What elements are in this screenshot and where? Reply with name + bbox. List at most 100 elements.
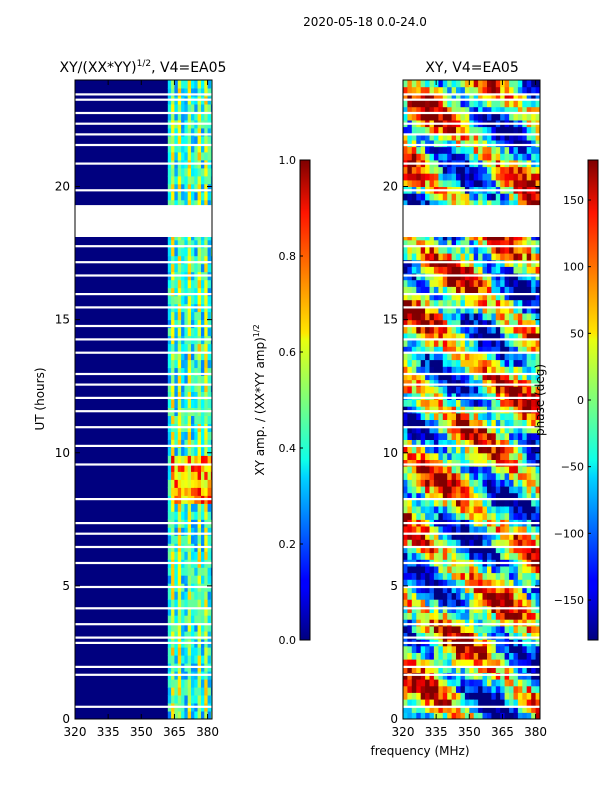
amplitude-cell bbox=[174, 127, 179, 137]
amplitude-cell bbox=[177, 599, 182, 608]
amplitude-cell bbox=[197, 655, 202, 664]
amplitude-cell bbox=[197, 167, 202, 177]
phase-cell bbox=[416, 139, 422, 148]
phase-cell bbox=[407, 652, 413, 660]
amplitude-cell bbox=[204, 311, 209, 321]
phase-cell bbox=[495, 446, 501, 454]
amplitude-cell bbox=[197, 399, 202, 408]
phase-cell bbox=[531, 399, 537, 407]
phase-cell bbox=[420, 612, 426, 620]
phase-cell bbox=[491, 665, 497, 673]
phase-cell bbox=[451, 486, 457, 494]
phase-cell bbox=[509, 446, 514, 454]
phase-cell bbox=[442, 412, 448, 420]
phase-cell bbox=[478, 412, 483, 420]
phase-cell bbox=[460, 532, 466, 540]
phase-cell bbox=[535, 599, 540, 607]
amplitude-cell bbox=[201, 111, 205, 121]
phase-cell bbox=[460, 412, 466, 420]
phase-cell bbox=[504, 113, 510, 121]
phase-cell bbox=[487, 246, 492, 254]
phase-cell bbox=[487, 679, 492, 687]
amplitude-cell bbox=[204, 527, 209, 536]
phase-cell bbox=[491, 133, 497, 141]
phase-cell bbox=[416, 499, 422, 507]
amplitude-cell bbox=[204, 591, 209, 600]
amplitude-cell bbox=[210, 655, 212, 664]
phase-cell bbox=[482, 139, 488, 148]
phase-cell bbox=[473, 486, 479, 494]
phase-cell bbox=[487, 319, 492, 327]
phase-cell bbox=[447, 279, 453, 287]
amplitude-cell bbox=[174, 343, 179, 353]
amplitude-cell bbox=[177, 399, 182, 408]
phase-cell bbox=[491, 685, 497, 693]
phase-cell bbox=[442, 372, 448, 381]
phase-cell bbox=[420, 592, 426, 600]
phase-cell bbox=[531, 319, 537, 327]
phase-cell bbox=[478, 685, 483, 693]
phase-cell bbox=[495, 659, 501, 667]
phase-cell bbox=[500, 659, 506, 667]
phase-cell bbox=[491, 146, 497, 154]
phase-cell bbox=[464, 126, 470, 134]
amplitude-cell bbox=[174, 104, 179, 113]
phase-cell bbox=[416, 153, 422, 161]
phase-cell bbox=[425, 153, 430, 161]
phase-cell bbox=[416, 146, 422, 154]
phase-cell bbox=[456, 499, 461, 507]
phase-cell bbox=[420, 446, 426, 454]
phase-cell bbox=[478, 86, 483, 94]
phase-cell bbox=[517, 313, 523, 321]
phase-cell bbox=[464, 133, 470, 141]
phase-cell bbox=[531, 366, 537, 374]
phase-cell bbox=[451, 346, 457, 354]
amplitude-cell bbox=[204, 255, 209, 265]
amplitude-cell bbox=[197, 607, 202, 616]
phase-cell bbox=[509, 246, 514, 254]
phase-cell bbox=[482, 352, 488, 361]
amplitude-cell bbox=[204, 279, 209, 289]
phase-cell bbox=[460, 526, 466, 534]
phase-cell bbox=[504, 612, 510, 620]
phase-cell bbox=[456, 199, 461, 207]
phase-cell bbox=[451, 293, 457, 301]
phase-cell bbox=[526, 80, 532, 88]
phase-cell bbox=[509, 279, 514, 287]
phase-cell bbox=[451, 645, 457, 653]
amplitude-cell bbox=[167, 607, 172, 616]
phase-cell bbox=[425, 86, 430, 94]
phase-cell bbox=[513, 113, 519, 121]
phase-cell bbox=[438, 512, 444, 520]
phase-cell bbox=[403, 592, 408, 600]
phase-cell bbox=[464, 179, 470, 187]
phase-cell bbox=[513, 332, 519, 341]
amplitude-cell bbox=[204, 88, 209, 97]
phase-cell bbox=[487, 399, 492, 407]
phase-cell bbox=[438, 705, 444, 713]
phase-cell bbox=[464, 392, 470, 400]
phase-cell bbox=[531, 632, 537, 640]
phase-cell bbox=[429, 146, 435, 154]
amplitude-cell bbox=[197, 631, 202, 640]
phase-cell bbox=[500, 299, 506, 307]
phase-cell bbox=[411, 153, 417, 161]
phase-cell bbox=[438, 279, 444, 287]
phase-cell bbox=[482, 499, 488, 507]
amplitude-cell bbox=[187, 623, 192, 632]
phase-cell bbox=[478, 319, 483, 327]
phase-cell bbox=[433, 133, 439, 141]
phase-cell bbox=[464, 479, 470, 487]
amplitude-cell bbox=[210, 511, 212, 520]
phase-cell bbox=[482, 672, 488, 680]
phase-cell bbox=[460, 406, 466, 414]
amplitude-cell bbox=[201, 679, 205, 688]
amplitude-cell bbox=[187, 439, 192, 448]
phase-cell bbox=[509, 532, 514, 540]
phase-cell bbox=[504, 486, 510, 494]
phase-cell bbox=[509, 659, 514, 667]
phase-cell bbox=[522, 253, 528, 261]
amplitude-cell bbox=[167, 535, 172, 544]
phase-cell bbox=[403, 426, 408, 434]
phase-cell bbox=[500, 652, 506, 660]
